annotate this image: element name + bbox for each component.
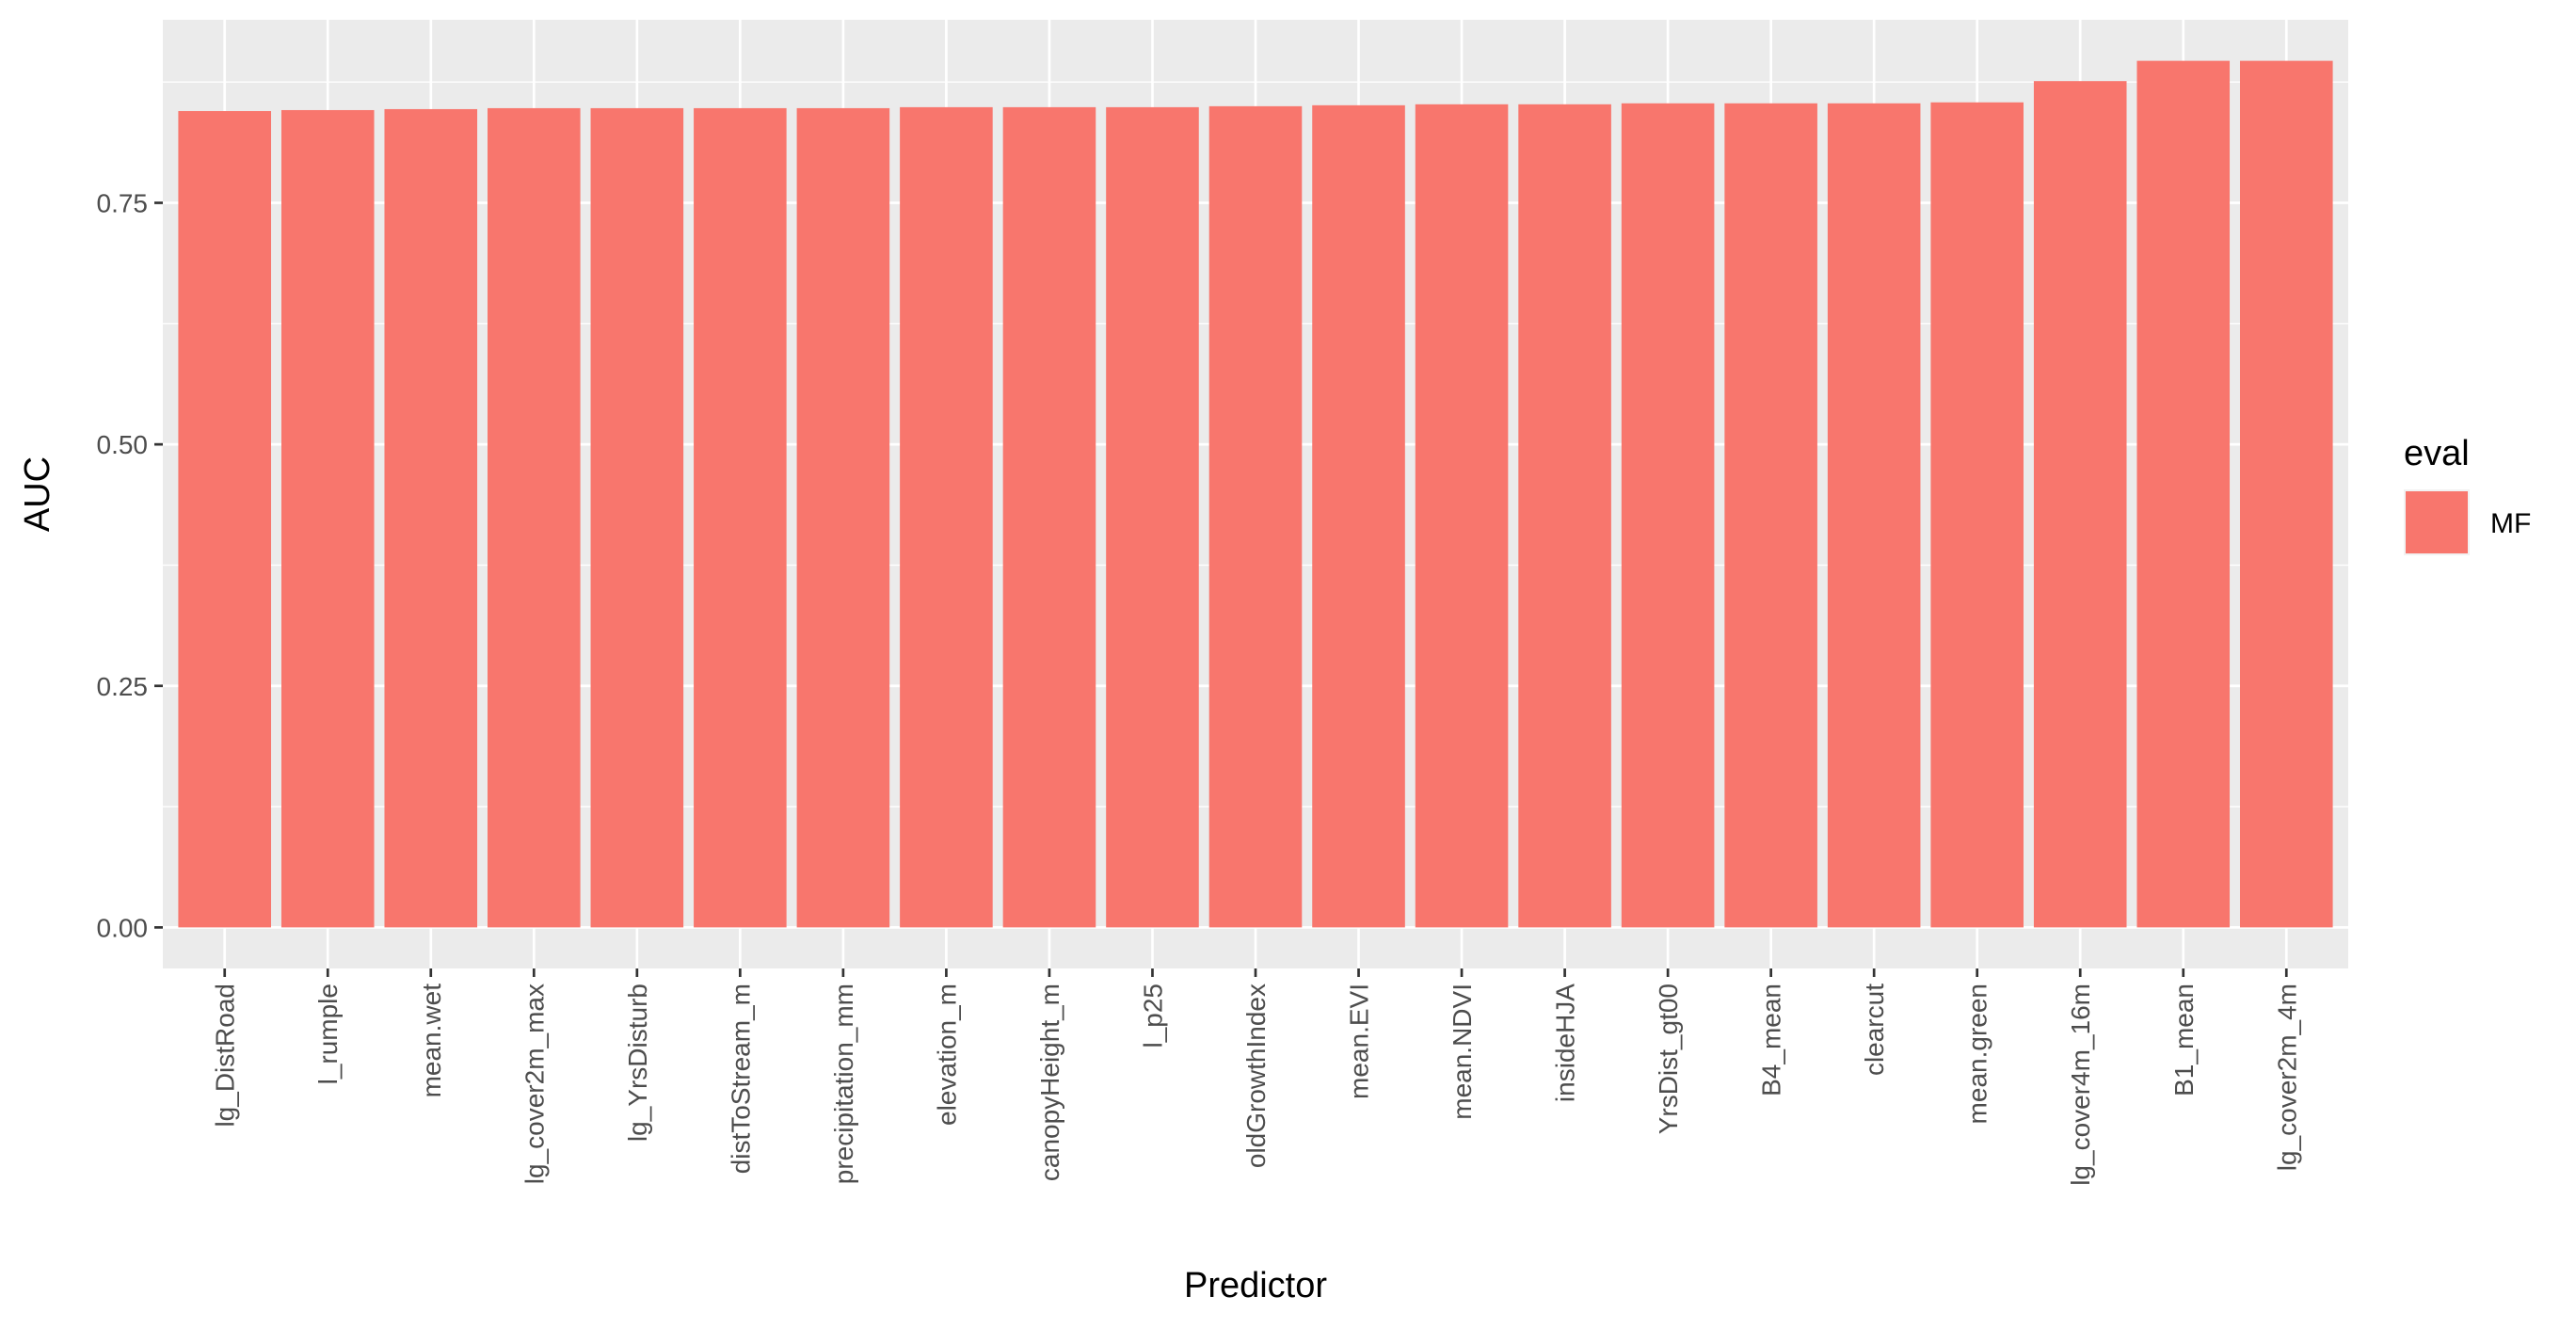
bar-lg_cover2m_max	[488, 107, 581, 928]
bar-lg_DistRoad	[178, 111, 272, 928]
bar-mean.NDVI	[1415, 104, 1509, 928]
x-tick-label: insideHJA	[1551, 984, 1580, 1102]
legend-key-mf	[2406, 491, 2468, 553]
y-tick-label: 0.50	[97, 430, 149, 459]
x-axis-title: Predictor	[1184, 1266, 1327, 1305]
x-tick-label: B1_mean	[2169, 984, 2199, 1096]
bar-YrsDist_gt00	[1621, 103, 1715, 928]
x-tick-label: distToStream_m	[726, 984, 755, 1174]
x-tick-label: lg_cover2m_4m	[2272, 984, 2301, 1171]
bar-l_p25	[1106, 106, 1199, 928]
x-tick-label: l_rumple	[313, 984, 343, 1084]
bar-lg_cover4m_16m	[2033, 81, 2127, 928]
bar-oldGrowthIndex	[1208, 105, 1303, 928]
bars	[178, 60, 2333, 928]
bar-canopyHeight_m	[1002, 106, 1096, 928]
bar-distToStream_m	[694, 107, 787, 928]
bar-lg_YrsDisturb	[590, 107, 684, 928]
y-tick-label: 0.00	[97, 913, 149, 942]
x-tick-label: B4_mean	[1757, 984, 1786, 1096]
bar-B4_mean	[1724, 103, 1817, 928]
x-tick-label: precipitation_mm	[829, 984, 858, 1184]
legend: eval MF	[2404, 434, 2531, 555]
x-tick-label: lg_cover4m_16m	[2066, 984, 2095, 1186]
x-tick-label: clearcut	[1860, 984, 1889, 1076]
bar-mean.wet	[384, 108, 478, 928]
bar-mean.EVI	[1312, 104, 1405, 928]
x-tick-label: canopyHeight_m	[1035, 984, 1064, 1181]
x-tick-label: elevation_m	[932, 984, 961, 1126]
y-axis-title: AUC	[18, 456, 57, 532]
bar-B1_mean	[2136, 60, 2231, 928]
x-tick-label: YrsDist_gt00	[1654, 984, 1683, 1134]
legend-label-mf: MF	[2490, 508, 2531, 539]
bar-mean.green	[1930, 102, 2024, 928]
bar-precipitation_mm	[796, 107, 890, 928]
y-axis: 0.00 0.25 0.50 0.75	[97, 189, 163, 942]
bar-clearcut	[1827, 103, 1921, 928]
x-tick-label: lg_DistRoad	[211, 984, 240, 1128]
x-tick-label: mean.green	[1963, 984, 1992, 1124]
x-tick-label: oldGrowthIndex	[1241, 984, 1271, 1168]
legend-title: eval	[2404, 434, 2470, 473]
bar-l_rumple	[280, 109, 375, 928]
bar-insideHJA	[1518, 104, 1611, 928]
bar-lg_cover2m_4m	[2239, 60, 2333, 928]
y-tick-label: 0.75	[97, 189, 149, 218]
x-tick-label: mean.EVI	[1345, 984, 1374, 1099]
x-tick-label: mean.NDVI	[1448, 984, 1477, 1120]
x-tick-label: mean.wet	[417, 984, 446, 1098]
x-axis: lg_DistRoad l_rumple mean.wet lg_cover2m_ma…	[211, 968, 2301, 1186]
y-tick-label: 0.25	[97, 672, 149, 701]
x-tick-label: lg_cover2m_max	[520, 984, 549, 1184]
x-tick-label: l_p25	[1138, 984, 1167, 1048]
bar-elevation_m	[900, 106, 993, 928]
x-tick-label: lg_YrsDisturb	[623, 984, 652, 1142]
